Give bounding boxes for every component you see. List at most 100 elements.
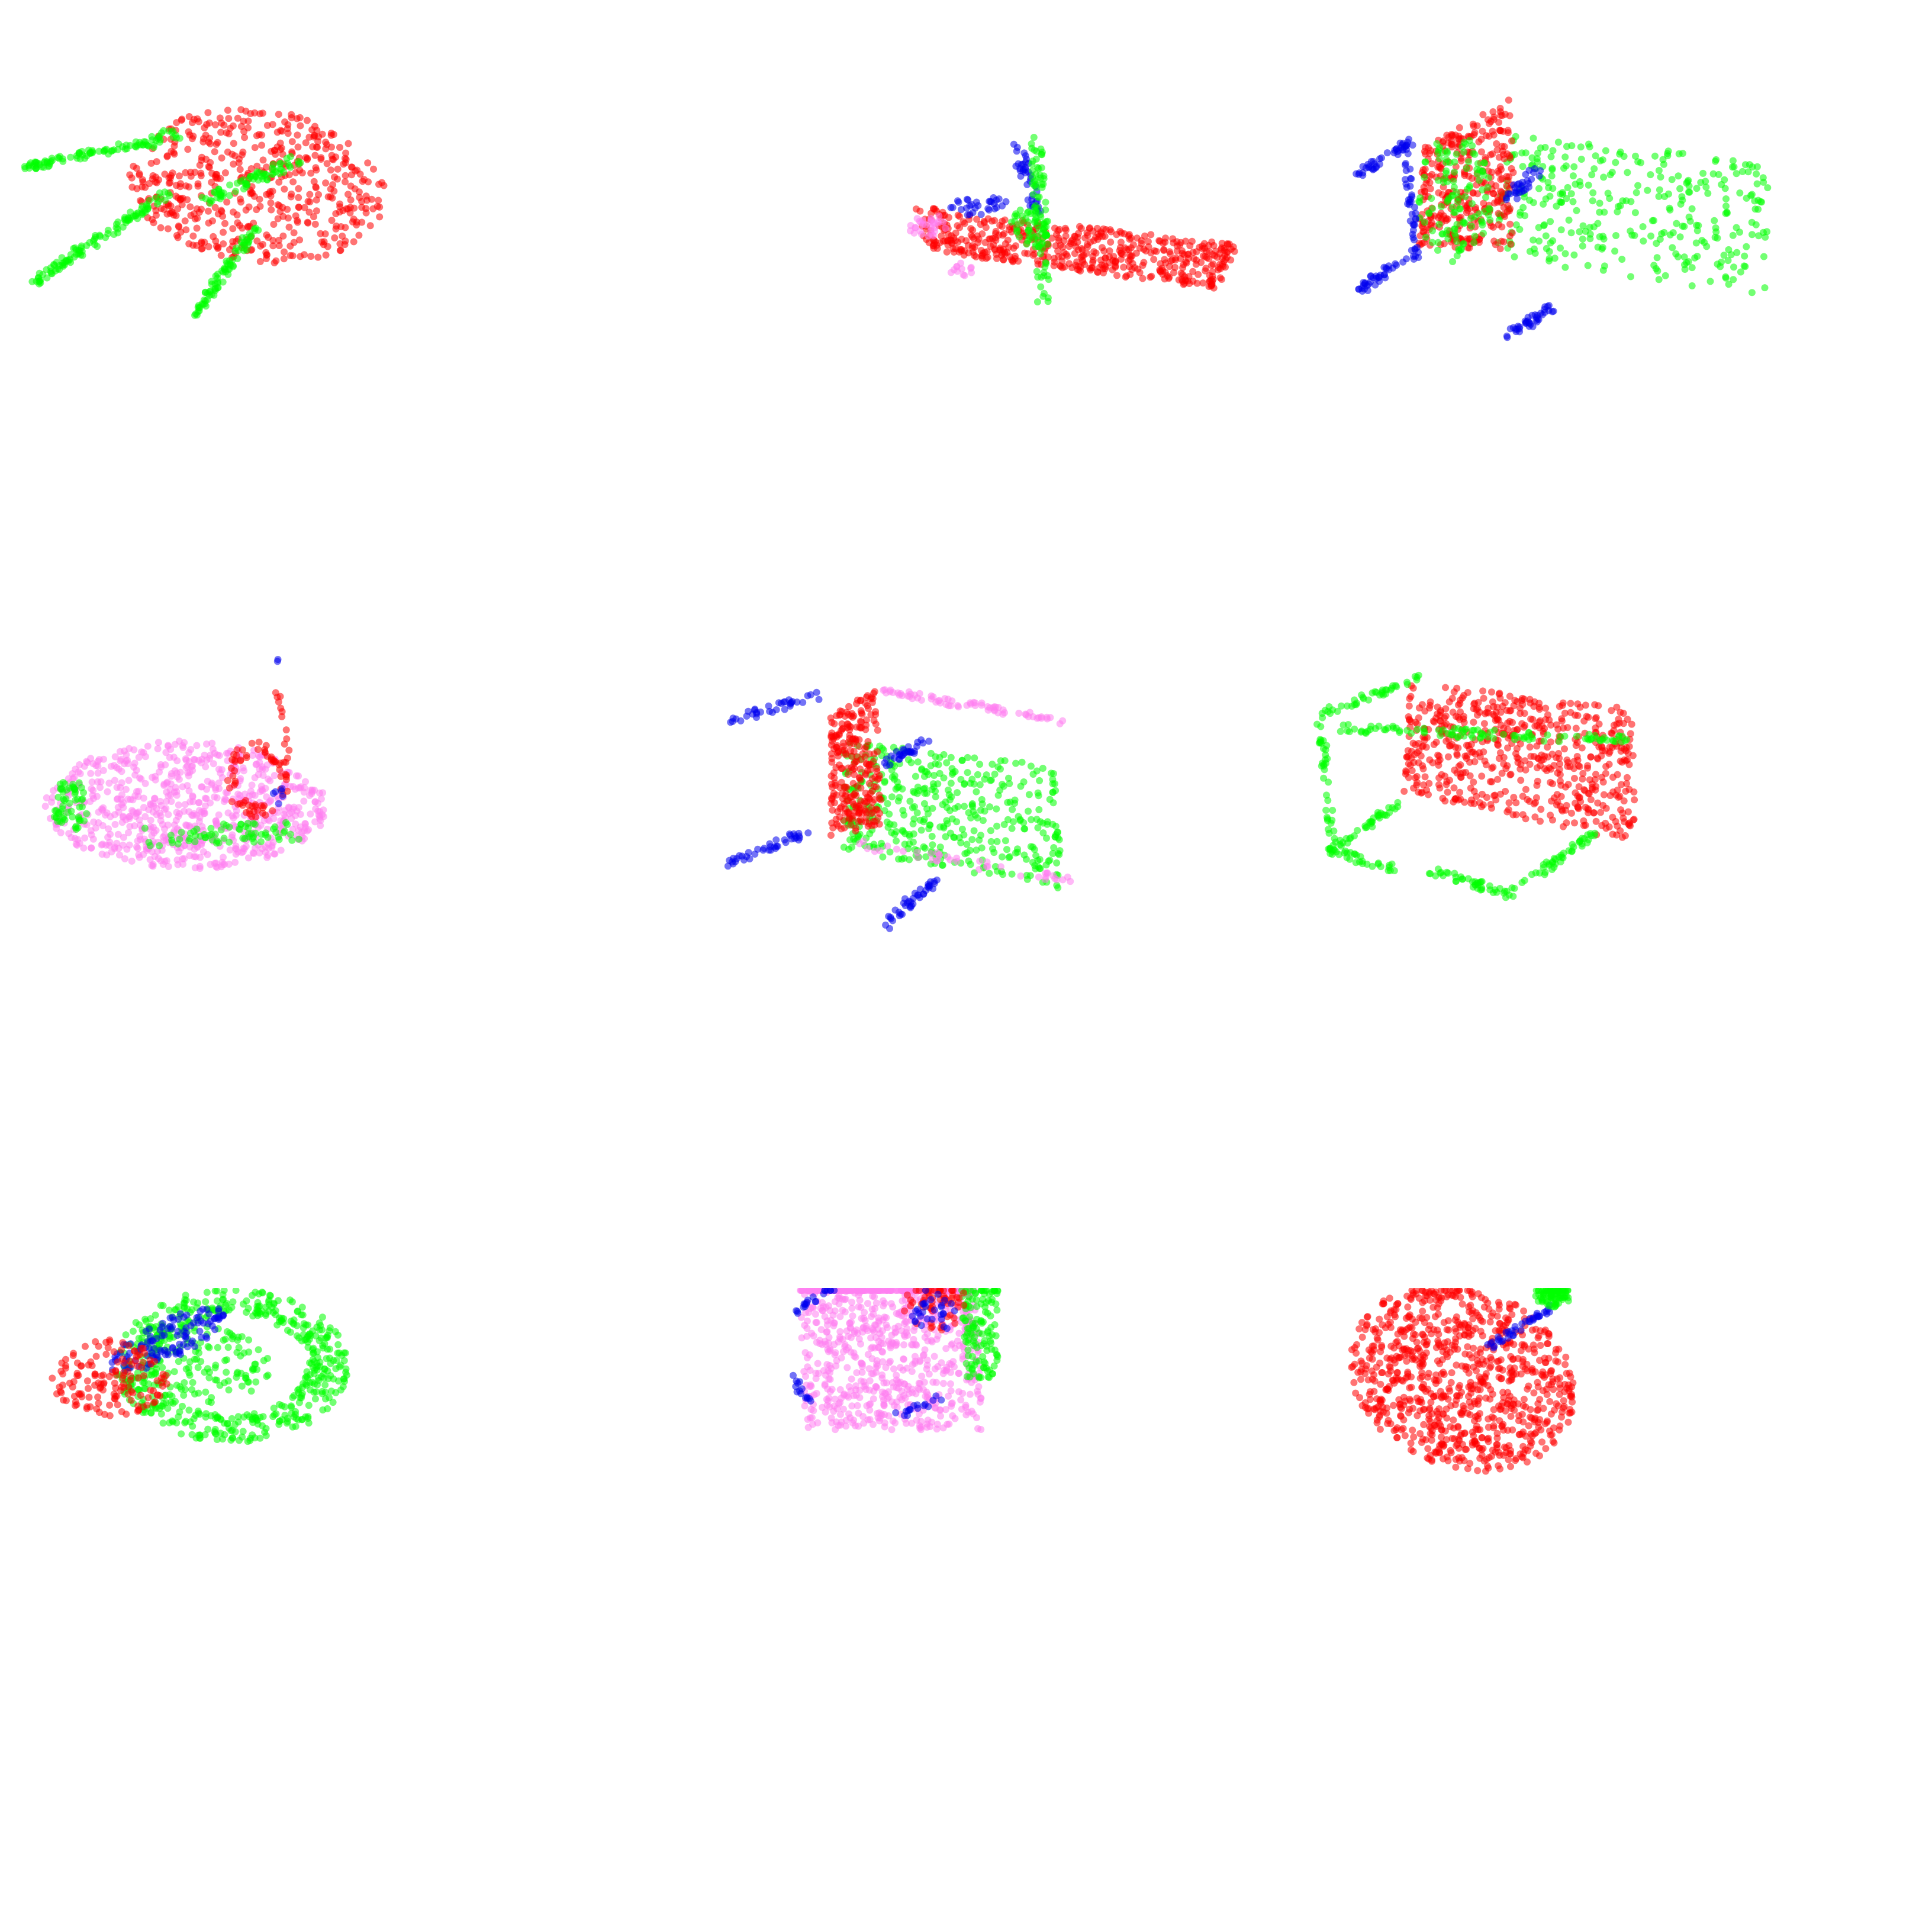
car-lamp-object-point-pink-653	[208, 780, 216, 787]
car-lamp-object-point-red-892	[228, 798, 236, 806]
chair-side-view-point-green-224	[1730, 263, 1737, 271]
chair-side-view-point-green-248	[1693, 221, 1701, 229]
chair-side-view-point-green-327	[1548, 172, 1556, 180]
point-cloud-table-frame-with-top	[1313, 671, 1638, 901]
round-table-with-three-legs-point-red-13	[344, 140, 352, 147]
round-table-with-three-legs-point-red-422	[284, 214, 292, 222]
round-table-with-three-legs-point-green-808	[202, 302, 210, 310]
round-table-with-three-legs-point-red-388	[317, 230, 324, 237]
round-table-with-three-legs-point-red-357	[241, 134, 249, 141]
table-frame-with-top-point-red-169	[1544, 743, 1551, 751]
round-table-with-three-legs-point-red-453	[358, 218, 366, 226]
skateboard-point-blue-521	[1024, 196, 1032, 204]
chair-side-view-point-green-776	[1425, 209, 1432, 217]
chair-frame-point-pink-797	[1017, 872, 1025, 880]
table-frame-with-top-point-red-481	[1453, 750, 1461, 758]
car-lamp-object-point-pink-673	[259, 772, 267, 779]
chair-frame-point-pink-764	[914, 854, 922, 861]
chair-frame-point-pink-759	[994, 709, 1002, 717]
round-table-with-three-legs-point-red-334	[305, 208, 313, 216]
car-lamp-object-point-pink-160	[138, 748, 146, 756]
chair-side-view-point-red-531	[1435, 163, 1443, 170]
chair-side-view-point-green-317	[1714, 234, 1721, 242]
chair-side-view-point-red-658	[1490, 131, 1498, 139]
chair-frame-point-blue-813	[804, 692, 812, 700]
round-table-with-three-legs-point-green-580	[131, 143, 139, 150]
table-frame-with-top-point-red-291	[1410, 784, 1418, 792]
table-frame-with-top-point-red-65	[1420, 781, 1427, 789]
round-table-with-three-legs-point-red-434	[348, 163, 356, 171]
car-lamp-object-point-pink-601	[53, 825, 60, 832]
table-frame-with-top-point-red-313	[1522, 766, 1530, 774]
car-lamp-object-point-pink-694	[188, 763, 195, 770]
chair-frame-point-pink-765	[871, 848, 878, 855]
skateboard-point-red-497	[1203, 247, 1210, 255]
car-lamp-object-point-pink-614	[217, 863, 225, 871]
round-table-with-three-legs-point-green-727	[71, 244, 79, 252]
car-lamp-object-point-pink-688	[87, 769, 95, 777]
chair-side-view-point-red-653	[1443, 131, 1451, 139]
chair-side-view-point-green-52	[1647, 232, 1655, 240]
round-table-with-three-legs-point-green-854	[232, 188, 239, 195]
skateboard-point-red-402	[1044, 253, 1052, 261]
table-frame-with-top-point-red-498	[1608, 729, 1615, 737]
car-lamp-object-point-pink-278	[134, 845, 141, 852]
round-table-with-three-legs-point-red-456	[229, 238, 237, 246]
chair-frame-point-green-173	[1034, 824, 1042, 832]
round-table-with-three-legs-point-red-192	[194, 180, 202, 188]
round-table-with-three-legs-point-red-420	[293, 115, 301, 123]
car-lamp-object-point-green-739	[76, 803, 83, 811]
chair-side-view-point-green-114	[1658, 230, 1666, 237]
car-lamp-object-point-green-795	[178, 829, 185, 836]
car-lamp-object-point-red-910	[278, 708, 286, 716]
chair-side-view-point-green-285	[1586, 143, 1593, 151]
chair-frame-point-pink-784	[900, 848, 907, 855]
skateboard-point-red-365	[1147, 231, 1155, 239]
car-lamp-object-point-pink-218	[202, 763, 210, 771]
chair-side-view-point-green-275	[1733, 170, 1740, 178]
chair-side-view-point-green-271	[1627, 227, 1634, 235]
car-lamp-object-point-green-755	[59, 788, 67, 796]
round-table-with-three-legs-point-red-431	[285, 223, 293, 231]
chair-side-view-point-red-573	[1504, 176, 1512, 184]
car-lamp-object-point-pink-322	[104, 788, 111, 796]
skateboard-point-red-504	[1086, 225, 1093, 233]
round-table-with-three-legs-point-red-93	[147, 159, 155, 167]
chair-side-view-point-green-766	[1451, 208, 1459, 216]
car-lamp-object-point-green-821	[239, 835, 247, 842]
chair-frame-point-red-575	[865, 780, 873, 787]
skateboard-point-red-515	[1140, 246, 1148, 253]
skateboard-point-blue-578	[963, 195, 971, 203]
skateboard-point-green-633	[1035, 165, 1042, 172]
chair-side-view-point-green-161	[1744, 168, 1752, 176]
car-lamp-object-point-pink-252	[212, 786, 220, 794]
chair-side-view-point-red-552	[1484, 116, 1492, 124]
chair-frame-point-green-259	[993, 838, 1001, 845]
car-lamp-object-point-red-863	[239, 746, 246, 754]
chair-frame-point-red-655	[828, 755, 836, 762]
chair-side-view-point-green-199	[1534, 149, 1541, 157]
round-table-with-three-legs-point-red-94	[218, 119, 226, 127]
round-table-with-three-legs-point-red-435	[169, 209, 176, 217]
chair-frame-point-green-402	[1054, 834, 1062, 842]
chair-side-view-point-green-298	[1688, 264, 1696, 272]
chair-frame-point-pink-793	[953, 854, 961, 862]
car-lamp-object-point-green-798	[280, 829, 288, 836]
skateboard-point-red-496	[1073, 258, 1081, 266]
car-lamp-object-point-pink-329	[173, 757, 181, 765]
chair-frame-point-green-282	[951, 804, 959, 812]
table-frame-with-top-point-red-336	[1602, 769, 1609, 777]
car-lamp-object-point-pink-220	[141, 780, 149, 787]
table-frame-with-top-point-red-247	[1430, 740, 1438, 748]
round-table-with-three-legs-point-red-437	[274, 215, 282, 223]
chair-side-view-point-green-105	[1725, 281, 1733, 288]
skateboard-point-blue-588	[977, 211, 985, 218]
chair-frame-point-green-422	[935, 761, 942, 768]
chair-frame-point-green-35	[993, 822, 1001, 830]
round-table-with-three-legs-point-red-232	[146, 180, 153, 188]
chair-frame-point-green-416	[942, 833, 949, 841]
chair-side-view-point-red-650	[1500, 204, 1508, 211]
chair-side-view-point-green-67	[1561, 263, 1569, 271]
table-frame-with-top-point-red-414	[1497, 709, 1505, 716]
chair-side-view-point-blue-960	[1411, 236, 1418, 244]
